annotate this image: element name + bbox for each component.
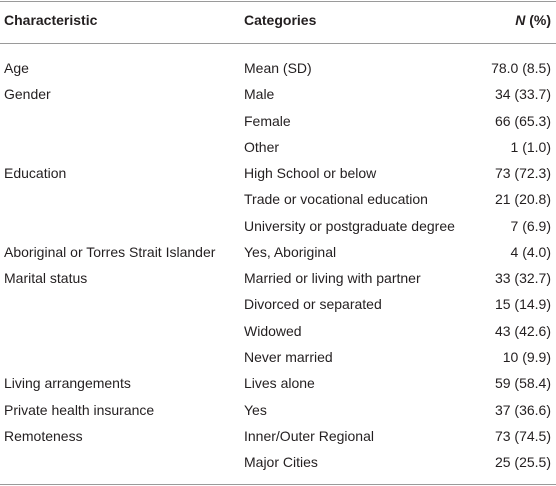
characteristic-cell: Remoteness (4, 427, 83, 444)
category-cell: Divorced or separated (244, 296, 382, 313)
category-cell: Lives alone (244, 375, 315, 392)
value-cell: 4 (4.0) (510, 243, 551, 260)
category-cell: Female (244, 112, 291, 129)
n-symbol: N (515, 12, 526, 28)
value-cell: 25 (25.5) (494, 454, 551, 471)
value-cell: 73 (74.5) (494, 427, 551, 444)
value-cell: 37 (36.6) (494, 401, 551, 418)
category-cell: Widowed (244, 322, 302, 339)
category-cell: High School or below (244, 165, 377, 182)
characteristic-cell: Living arrangements (4, 375, 131, 392)
header-rule (0, 43, 556, 44)
category-cell: Yes (244, 401, 267, 418)
value-cell: 7 (6.9) (510, 217, 551, 234)
bottom-rule (0, 484, 556, 485)
value-cell: 1 (1.0) (510, 138, 551, 155)
category-cell: Married or living with partner (244, 270, 421, 287)
characteristic-cell: Gender (4, 86, 51, 103)
header-cell: N (%) (515, 11, 551, 29)
category-cell: Other (244, 138, 280, 155)
value-cell: 10 (9.9) (502, 348, 551, 365)
characteristic-cell: Age (4, 60, 29, 76)
category-cell: University or postgraduate degree (244, 217, 455, 234)
value-cell: 73 (72.3) (494, 165, 551, 182)
value-cell: 34 (33.7) (494, 86, 551, 103)
category-cell: Yes, Aboriginal (244, 243, 337, 260)
value-cell: 43 (42.6) (494, 322, 551, 339)
value-cell: 21 (20.8) (494, 191, 551, 208)
category-cell: Trade or vocational education (244, 191, 428, 208)
category-cell: Inner/Outer Regional (244, 427, 374, 444)
category-cell: Major Cities (244, 454, 318, 471)
value-cell: 78.0 (8.5) (491, 60, 551, 76)
n-suffix: (%) (529, 12, 551, 28)
category-cell: Never married (244, 348, 333, 365)
value-cell: 66 (65.3) (494, 112, 551, 129)
header-cell: Characteristic (4, 12, 98, 28)
value-cell: 33 (32.7) (494, 270, 551, 287)
characteristic-cell: Education (4, 165, 67, 182)
category-cell: Mean (SD) (244, 60, 312, 76)
category-cell: Male (244, 86, 275, 103)
header-cell: Categories (244, 12, 317, 28)
top-rule (0, 1, 556, 2)
value-cell: 59 (58.4) (494, 375, 551, 392)
characteristic-cell: Aboriginal or Torres Strait Islander (4, 243, 216, 260)
characteristic-cell: Marital status (4, 270, 88, 287)
characteristic-cell: Private health insurance (4, 401, 155, 418)
value-cell: 15 (14.9) (494, 296, 551, 313)
